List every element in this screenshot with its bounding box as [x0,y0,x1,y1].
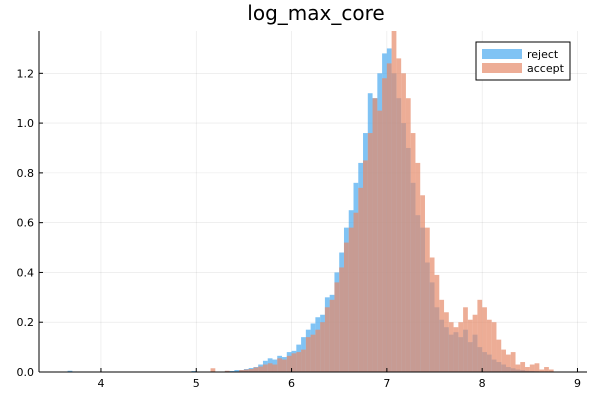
bar-accept [401,73,406,372]
bar-accept [382,78,387,373]
bar-accept [343,242,349,372]
bar-accept [510,352,516,372]
bar-accept [262,364,268,372]
bar-accept [305,337,311,372]
bar-accept [248,369,254,372]
y-tick-label: 0.0 [17,366,35,379]
bar-accept [434,274,440,372]
y-tick-label: 0.6 [17,217,35,230]
bar-accept [534,363,540,372]
x-tick-label: 7 [383,377,390,390]
bar-accept [329,299,335,372]
bar-accept [367,133,373,372]
histogram-bars [67,31,554,373]
bar-accept [291,353,297,372]
legend-swatch-accept [482,63,522,73]
bar-accept [415,162,421,372]
legend-label-reject: reject [527,48,559,61]
bar-accept [453,327,459,372]
x-tick-label: 6 [288,377,295,390]
bar-accept [463,307,468,372]
bar-accept [429,257,435,372]
bar-accept [439,299,445,372]
bar-accept [410,133,416,372]
bar-accept [405,98,411,372]
bar-accept [258,366,263,372]
bar-accept [224,370,230,372]
legend-label-accept: accept [527,62,565,75]
bar-accept [363,160,368,372]
bar-accept [396,58,402,372]
bar-accept [320,322,325,372]
chart-title: log_max_core [247,1,384,25]
bar-accept [482,307,487,372]
x-axis-ticks: 4 5 6 7 8 9 [97,368,581,390]
bar-accept [282,359,287,372]
y-tick-label: 1.0 [17,117,35,130]
bar-accept [358,187,364,372]
bar-accept [277,358,283,372]
bar-accept [339,267,344,372]
y-tick-label: 0.8 [17,167,35,180]
bar-accept [424,227,430,372]
bar-accept [477,299,483,372]
bar-accept [539,369,545,372]
bar-accept [348,227,354,372]
bar-accept [310,334,316,372]
bar-accept [496,339,502,372]
series-accept [210,31,554,373]
bar-accept [243,369,249,372]
y-tick-label: 0.2 [17,316,35,329]
bar-accept [377,110,383,373]
bar-accept [444,312,449,372]
bar-accept [296,352,302,372]
legend-box [475,41,571,81]
bar-accept [525,367,530,372]
bar-accept [267,363,273,372]
bar-accept [501,349,506,372]
y-tick-label: 0.4 [17,266,35,279]
bar-accept [286,355,292,372]
x-tick-label: 5 [193,377,200,390]
x-tick-label: 4 [97,377,104,390]
bar-accept [544,367,549,372]
bar-accept [372,98,378,372]
bar-accept [529,364,535,372]
bar-accept [420,195,425,372]
bar-accept [491,322,497,372]
bar-accept [353,212,359,372]
bar-accept [239,370,244,372]
bar-reject [234,370,240,372]
bar-accept [334,282,340,372]
bar-accept [505,354,511,372]
bar-accept [272,364,278,372]
bar-accept [253,367,259,372]
bar-accept [210,368,216,372]
bar-accept [520,362,526,372]
y-tick-label: 1.2 [17,67,35,80]
x-tick-label: 9 [574,377,581,390]
axes [38,31,587,373]
bar-accept [515,364,521,372]
x-tick-label: 8 [479,377,486,390]
legend-swatch-reject [482,49,522,59]
bar-accept [324,307,330,372]
bar-accept [472,314,478,372]
bar-accept [448,322,454,372]
grid-lines [39,31,587,373]
bar-accept [391,31,397,372]
bar-accept [458,322,464,372]
y-axis-ticks: 0.0 0.2 0.4 0.6 0.8 1.0 1.2 [17,67,43,379]
bar-accept [548,369,554,372]
bar-accept [486,319,492,372]
bar-accept [315,329,321,372]
bar-accept [386,63,392,372]
bar-accept [467,319,473,372]
bar-reject [67,370,73,372]
bar-accept [301,349,306,372]
